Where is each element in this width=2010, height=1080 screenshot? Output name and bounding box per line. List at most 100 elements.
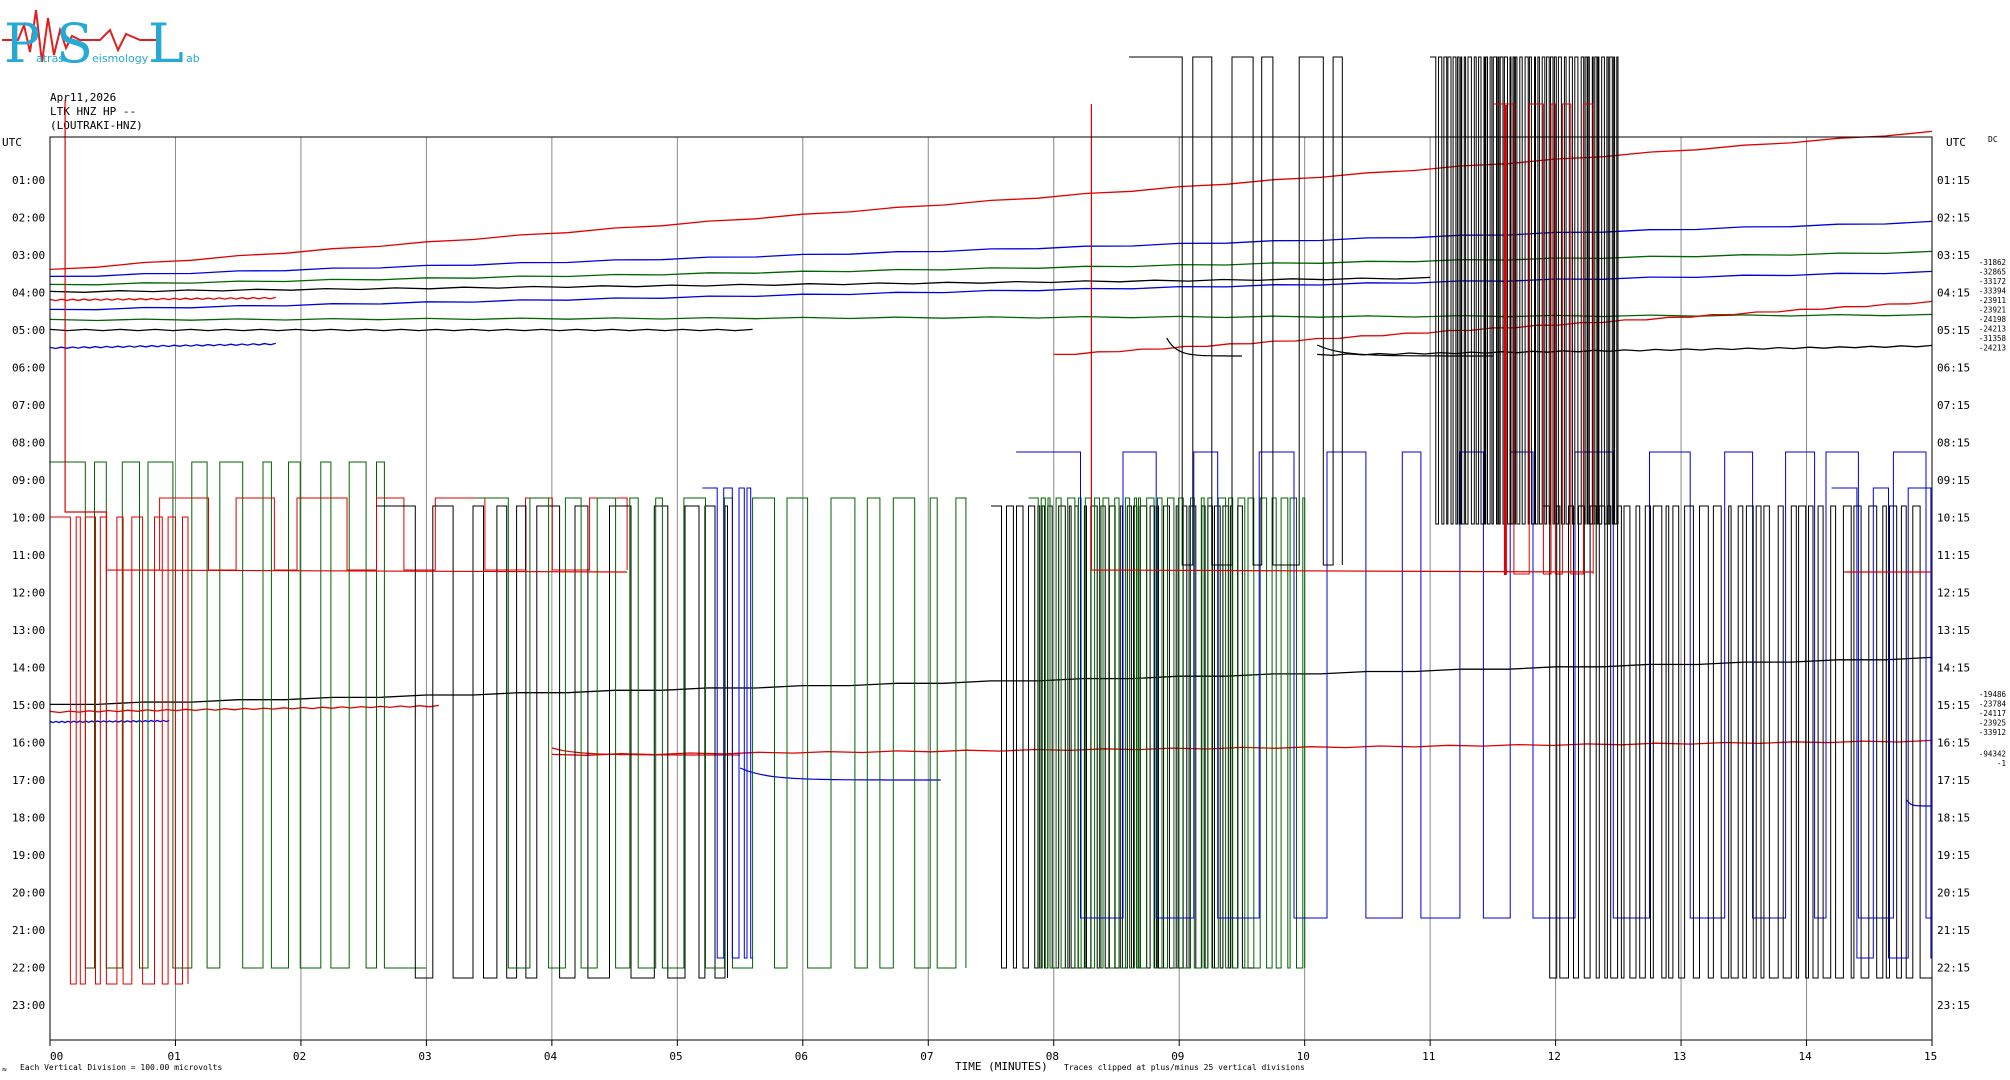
dc-offset-a-6: -24198 xyxy=(1979,315,2007,324)
dc-offset-a-9: -24213 xyxy=(1979,344,2006,353)
utc-left-11: 12:00 xyxy=(12,587,45,600)
utc-right-1: 02:15 xyxy=(1937,212,1970,225)
utc-right-11: 12:15 xyxy=(1937,587,1970,600)
dc-offset-b-5: -94342 xyxy=(1979,750,2006,759)
trace-21 xyxy=(50,516,189,985)
trace-3 xyxy=(49,276,1431,293)
utc-right-3: 04:15 xyxy=(1937,287,1970,300)
x-tick-13: 13 xyxy=(1673,1050,1686,1063)
dc-offset-b-2: -24117 xyxy=(1979,709,2006,718)
utc-left-18: 19:00 xyxy=(12,849,45,862)
trace-4 xyxy=(49,270,1933,311)
x-tick-10: 10 xyxy=(1297,1050,1310,1063)
trace-11 xyxy=(50,656,1933,706)
trace-28 xyxy=(1016,451,1933,919)
dc-offset-a-7: -24213 xyxy=(1979,325,2006,334)
x-tick-15: 15 xyxy=(1924,1050,1937,1063)
footer-left: Each Vertical Division = 100.00 microvol… xyxy=(20,1063,222,1072)
utc-right-15: 16:15 xyxy=(1937,737,1970,750)
logo-word-2: eismology xyxy=(92,52,149,65)
utc-left-22: 23:00 xyxy=(12,999,45,1012)
psl-logo: P S L atras eismology ab xyxy=(2,9,200,75)
utc-right-5: 06:15 xyxy=(1937,362,1970,375)
utc-left-13: 14:00 xyxy=(12,662,45,675)
x-tick-03: 03 xyxy=(418,1050,431,1063)
x-tick-07: 07 xyxy=(920,1050,933,1063)
utc-left-2: 03:00 xyxy=(12,249,45,262)
x-tick-14: 14 xyxy=(1799,1050,1813,1063)
utc-left-0: 01:00 xyxy=(12,174,45,187)
utc-left-8: 09:00 xyxy=(12,474,45,487)
utc-left-21: 22:00 xyxy=(12,962,45,975)
trace-23 xyxy=(376,505,728,979)
header-station: LTK HNZ HP -- xyxy=(50,105,136,118)
utc-right-12: 13:15 xyxy=(1937,624,1970,637)
utc-labels-right: 01:15 02:15 03:15 04:15 05:15 06:15 07:15 08:15… xyxy=(1937,174,1970,1012)
utc-left-9: 10:00 xyxy=(12,512,45,525)
dc-label: DC xyxy=(1988,135,1998,144)
utc-right-6: 07:15 xyxy=(1937,399,1970,412)
x-tick-06: 06 xyxy=(795,1050,808,1063)
trace-20 xyxy=(50,461,427,969)
x-tick-12: 12 xyxy=(1548,1050,1561,1063)
dc-offset-b-0: -19486 xyxy=(1979,690,2007,699)
trace-7 xyxy=(49,328,753,332)
dc-offset-a-0: -31862 xyxy=(1979,258,2006,267)
x-axis-title: TIME (MINUTES) xyxy=(955,1060,1048,1073)
utc-left-17: 18:00 xyxy=(12,812,45,825)
trace-27 xyxy=(1028,497,1306,969)
x-tick-01: 01 xyxy=(167,1050,180,1063)
utc-right-0: 01:15 xyxy=(1937,174,1970,187)
trace-31 xyxy=(1492,103,1594,575)
utc-left-14: 15:00 xyxy=(12,699,45,712)
utc-right-19: 20:15 xyxy=(1937,887,1970,900)
trace-22 xyxy=(112,497,628,571)
logo-word-1: atras xyxy=(36,52,64,65)
trace-17 xyxy=(551,747,741,756)
x-tick-08: 08 xyxy=(1046,1050,1059,1063)
utc-right-17: 18:15 xyxy=(1937,812,1970,825)
x-tick-11: 11 xyxy=(1422,1050,1435,1063)
header-location: (LOUTRAKI-HNZ) xyxy=(50,119,143,132)
utc-right-7: 08:15 xyxy=(1937,437,1970,450)
header-date: Apr11,2026 xyxy=(50,91,116,104)
dc-offset-b-1: -23784 xyxy=(1979,700,2007,709)
utc-left-3: 04:00 xyxy=(12,287,45,300)
trace-5 xyxy=(49,296,276,302)
utc-left-19: 20:00 xyxy=(12,887,45,900)
utc-left-15: 16:00 xyxy=(12,737,45,750)
utc-left-10: 11:00 xyxy=(12,549,45,562)
trace-35 xyxy=(1090,104,1594,573)
trace-12 xyxy=(49,704,439,714)
dc-offset-b-4: -33912 xyxy=(1979,728,2006,737)
dc-offsets-a: -31862-32865-33172-33394-23911-23921-241… xyxy=(1979,258,2007,353)
trace-8 xyxy=(49,342,276,350)
trace-10 xyxy=(1317,344,1933,357)
x-tick-05: 05 xyxy=(669,1050,682,1063)
left-axis-label: UTC xyxy=(2,136,22,149)
footer-right: Traces clipped at plus/minus 25 vertical… xyxy=(1064,1063,1305,1072)
dc-offset-a-3: -33394 xyxy=(1979,287,2007,296)
utc-right-16: 17:15 xyxy=(1937,774,1970,787)
trace-25 xyxy=(702,487,753,959)
trace-15 xyxy=(1166,337,1242,357)
x-tick-09: 09 xyxy=(1171,1050,1184,1063)
trace-16 xyxy=(1316,344,1493,357)
logo-letter-l: L xyxy=(148,12,184,75)
utc-right-18: 19:15 xyxy=(1937,849,1970,862)
trace-24 xyxy=(476,497,967,969)
logo-letter-s: S xyxy=(56,12,93,75)
dc-offset-a-5: -23921 xyxy=(1979,306,2006,315)
utc-left-20: 21:00 xyxy=(12,924,45,937)
trace-30 xyxy=(1430,56,1619,525)
utc-right-9: 10:15 xyxy=(1937,512,1970,525)
dc-offset-a-8: -31358 xyxy=(1979,334,2007,343)
trace-29 xyxy=(1129,56,1343,566)
utc-left-1: 02:00 xyxy=(12,212,45,225)
utc-right-22: 23:15 xyxy=(1937,999,1970,1012)
utc-right-8: 09:15 xyxy=(1937,474,1970,487)
trace-32 xyxy=(1543,505,1932,979)
utc-right-21: 22:15 xyxy=(1937,962,1970,975)
seismic-traces xyxy=(49,56,1933,985)
